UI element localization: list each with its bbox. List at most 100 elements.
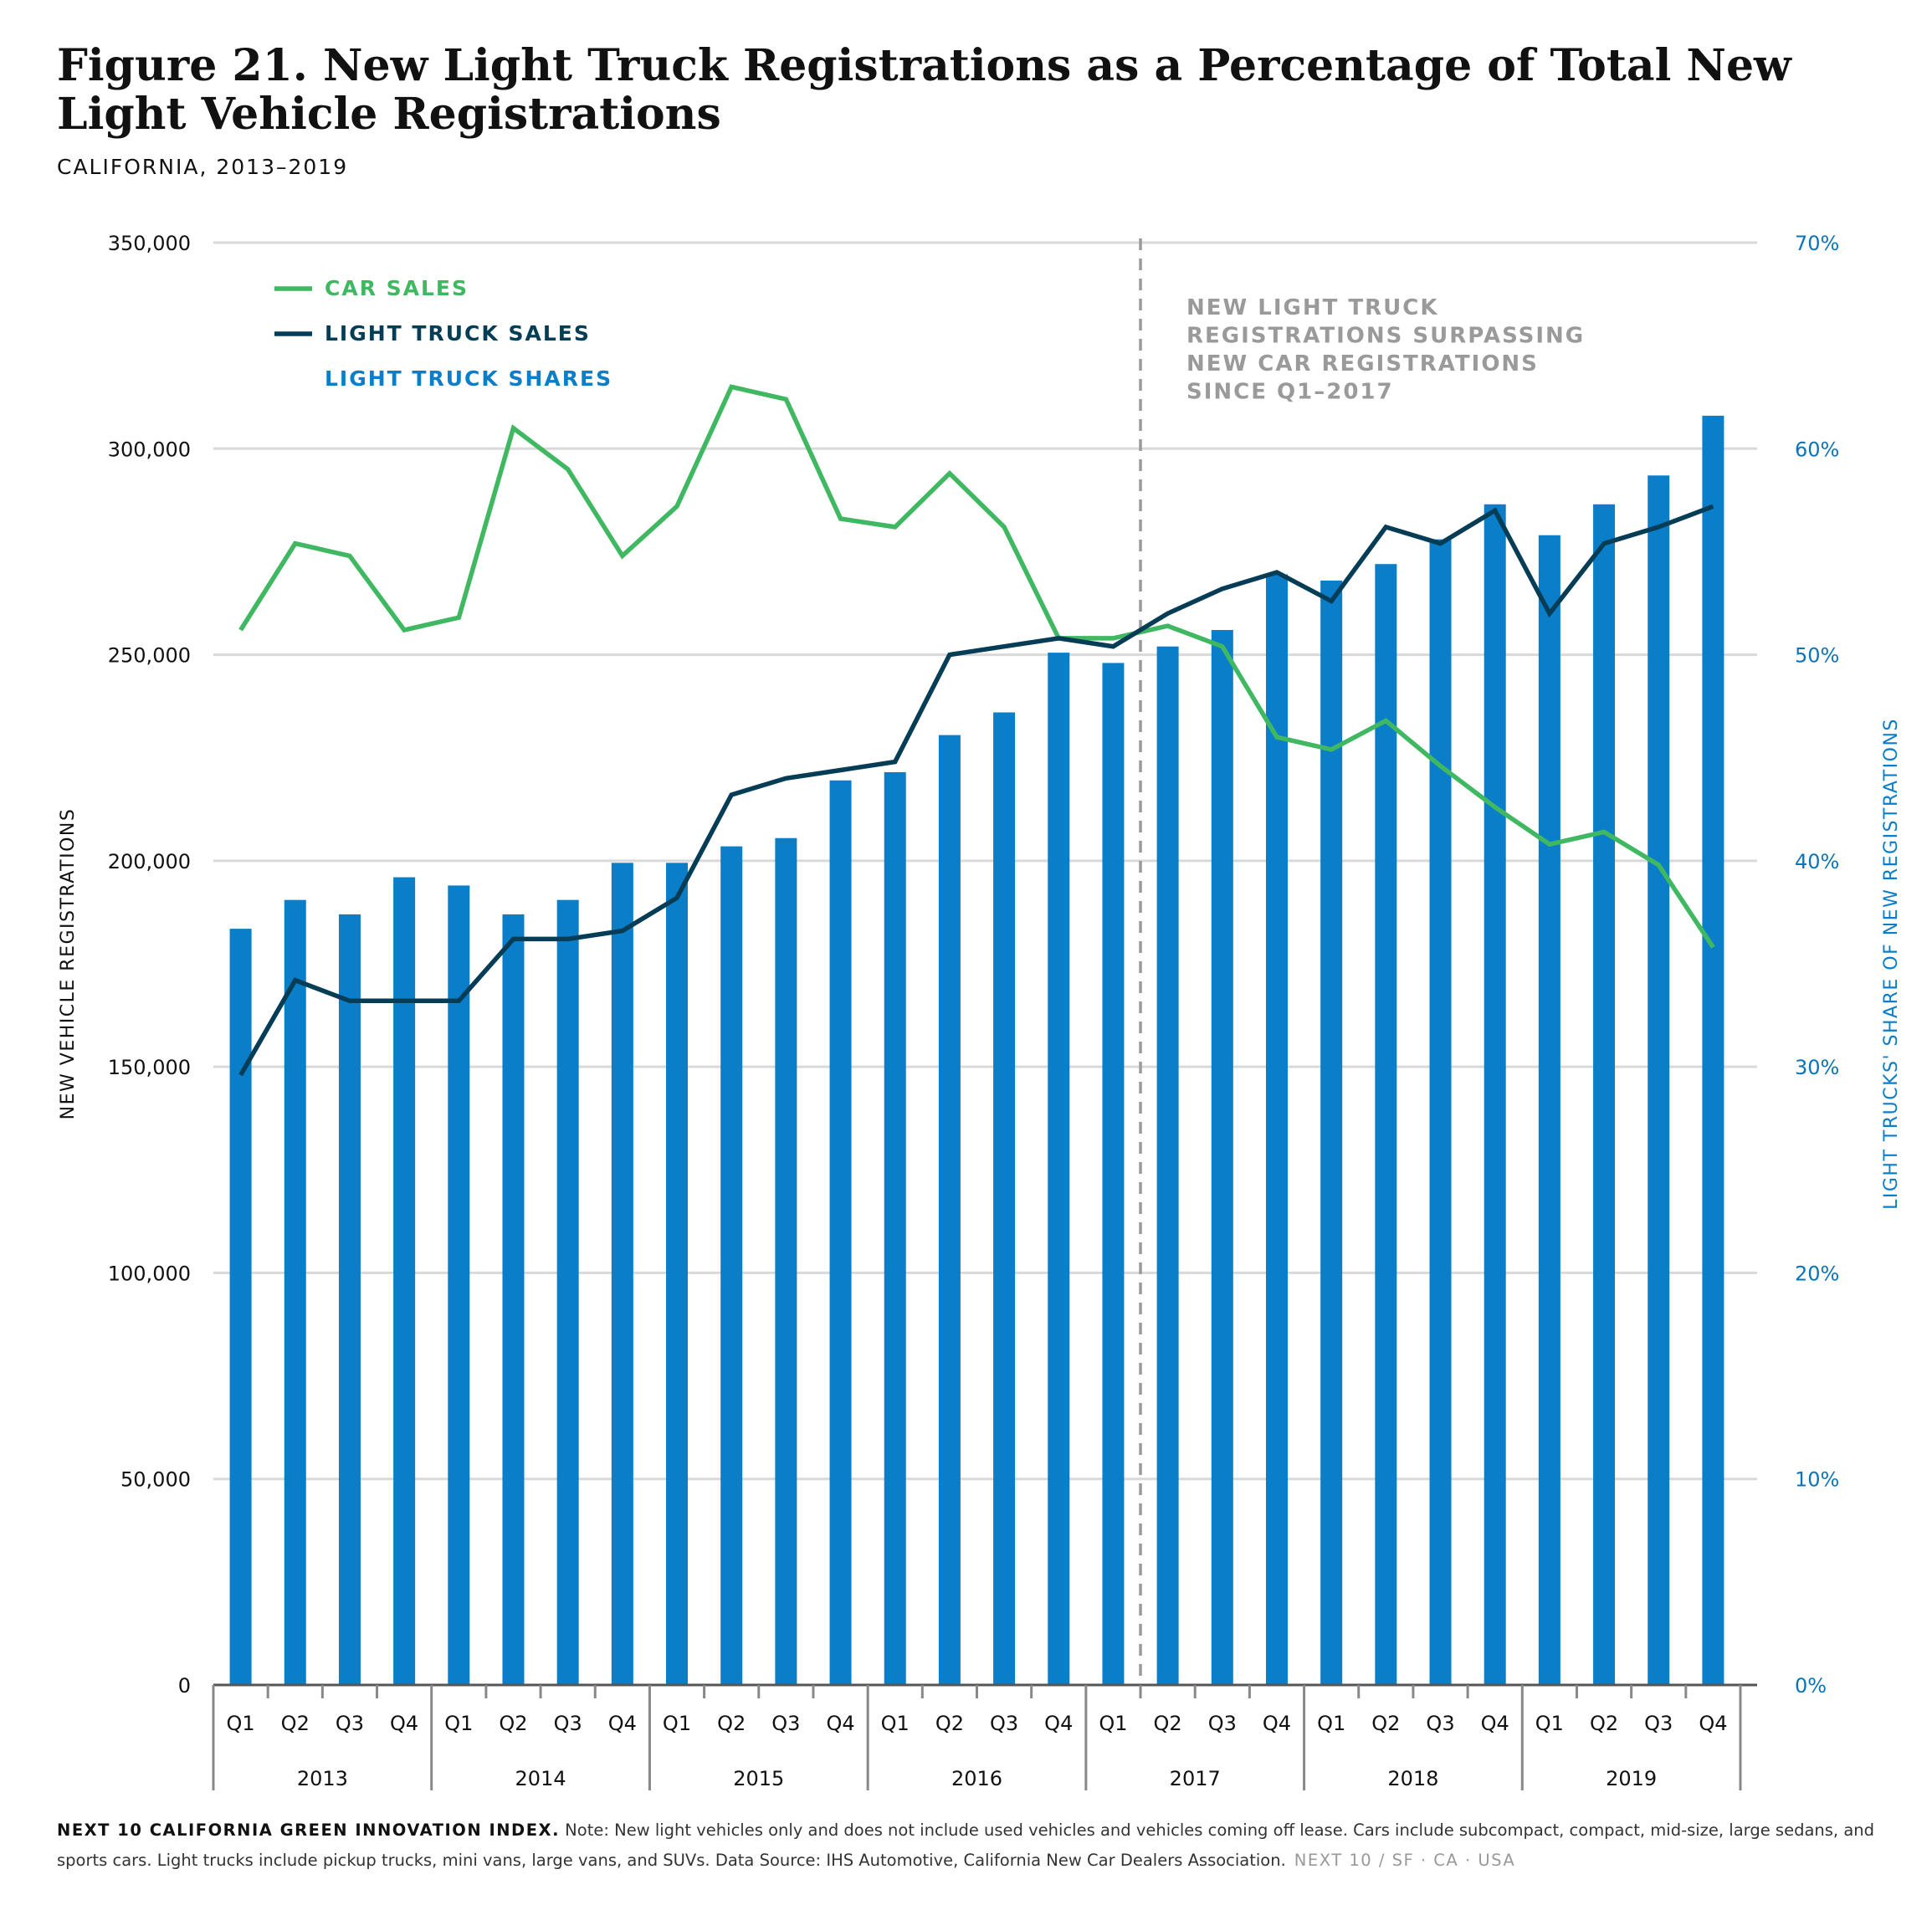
share-bar bbox=[1375, 564, 1397, 1685]
year-label: 2019 bbox=[1606, 1767, 1657, 1790]
y2-tick-label: 70% bbox=[1795, 232, 1839, 255]
share-bar bbox=[1648, 475, 1670, 1685]
annotation-line: NEW CAR REGISTRATIONS bbox=[1186, 351, 1539, 376]
share-bar bbox=[775, 837, 797, 1685]
share-bar bbox=[1102, 663, 1125, 1685]
quarter-label: Q1 bbox=[444, 1712, 473, 1735]
y2-tick-label: 0% bbox=[1795, 1674, 1827, 1698]
quarter-label: Q2 bbox=[717, 1712, 746, 1735]
quarter-label: Q2 bbox=[1590, 1712, 1618, 1735]
quarter-label: Q3 bbox=[1644, 1712, 1673, 1735]
year-label: 2016 bbox=[951, 1767, 1002, 1790]
annotation-line: NEW LIGHT TRUCK bbox=[1186, 295, 1438, 320]
share-bar bbox=[1320, 580, 1343, 1685]
y2-tick-label: 50% bbox=[1795, 644, 1839, 668]
quarter-label: Q2 bbox=[499, 1712, 527, 1735]
share-bar bbox=[393, 877, 416, 1685]
y2-axis-title: LIGHT TRUCKS' SHARE OF NEW REGISTRATIONS bbox=[1881, 718, 1902, 1210]
share-bar bbox=[938, 735, 961, 1686]
legend-truck-label: LIGHT TRUCK SALES bbox=[325, 321, 591, 346]
quarter-label: Q1 bbox=[227, 1712, 255, 1735]
y-tick-label: 0 bbox=[178, 1674, 191, 1698]
share-bar bbox=[448, 885, 470, 1685]
quarter-label: Q2 bbox=[281, 1712, 310, 1735]
share-bar bbox=[666, 863, 689, 1685]
year-label: 2013 bbox=[297, 1767, 348, 1790]
share-bar bbox=[229, 929, 252, 1685]
quarter-label: Q2 bbox=[935, 1712, 964, 1735]
quarter-label: Q3 bbox=[1426, 1712, 1454, 1735]
quarter-label: Q4 bbox=[1263, 1712, 1291, 1735]
share-bar bbox=[1593, 504, 1616, 1685]
annotation-line: REGISTRATIONS SURPASSING bbox=[1186, 324, 1585, 349]
quarter-label: Q4 bbox=[390, 1712, 418, 1735]
car-sales-line bbox=[238, 384, 1715, 949]
quarter-label: Q3 bbox=[336, 1712, 364, 1735]
share-bar bbox=[1211, 630, 1233, 1686]
share-bar bbox=[993, 712, 1016, 1685]
share-bar bbox=[884, 771, 906, 1685]
annotation-line: SINCE Q1–2017 bbox=[1186, 380, 1394, 405]
quarter-label: Q4 bbox=[1044, 1712, 1073, 1735]
quarter-label: Q2 bbox=[1154, 1712, 1182, 1735]
share-bar bbox=[1048, 653, 1070, 1685]
quarter-label: Q3 bbox=[771, 1712, 800, 1735]
y-tick-label: 300,000 bbox=[108, 438, 191, 461]
y2-tick-label: 10% bbox=[1795, 1468, 1839, 1492]
y2-tick-label: 40% bbox=[1795, 850, 1839, 873]
quarter-label: Q4 bbox=[1699, 1712, 1727, 1735]
quarter-label: Q4 bbox=[826, 1712, 854, 1735]
axes: 0 50,000 100,000 150,000 200,000 250,000 300,0… bbox=[58, 232, 1902, 1790]
y-tick-label: 100,000 bbox=[108, 1262, 191, 1285]
quarter-label: Q1 bbox=[1317, 1712, 1345, 1735]
y-tick-label: 250,000 bbox=[108, 644, 191, 668]
share-bar bbox=[502, 914, 525, 1685]
quarter-label: Q3 bbox=[554, 1712, 582, 1735]
gridlines bbox=[213, 241, 1757, 1481]
series-lines bbox=[238, 384, 1715, 1077]
y-tick-label: 200,000 bbox=[108, 850, 191, 873]
share-bar bbox=[338, 914, 361, 1685]
chart-title: Figure 21. New Light Truck Registrations… bbox=[57, 40, 1791, 140]
annotation: NEW LIGHT TRUCK REGISTRATIONS SURPASSINGN… bbox=[1186, 295, 1585, 405]
quarter-label: Q1 bbox=[1099, 1712, 1127, 1735]
share-bar bbox=[1702, 415, 1724, 1685]
quarter-label: Q4 bbox=[608, 1712, 637, 1735]
quarter-label: Q1 bbox=[1535, 1712, 1564, 1735]
quarter-label: Q3 bbox=[1208, 1712, 1237, 1735]
share-bar bbox=[611, 863, 633, 1685]
y-axis-title: NEW VEHICLE REGISTRATIONS bbox=[58, 808, 79, 1120]
quarter-label: Q4 bbox=[1481, 1712, 1509, 1735]
y-tick-label: 50,000 bbox=[120, 1468, 191, 1492]
truck-sales-line bbox=[238, 504, 1714, 1077]
share-bar bbox=[1156, 646, 1179, 1685]
share-bar bbox=[829, 780, 852, 1686]
quarter-label: Q1 bbox=[663, 1712, 691, 1735]
year-label: 2017 bbox=[1170, 1767, 1221, 1790]
y2-tick-label: 60% bbox=[1795, 438, 1839, 461]
y2-tick-label: 20% bbox=[1795, 1262, 1839, 1285]
chart-subtitle: CALIFORNIA, 2013–2019 bbox=[57, 155, 349, 179]
footer-text: Note: New light vehicles only and does n… bbox=[57, 1821, 1875, 1870]
footer-brand: NEXT 10 / SF · CA · USA bbox=[1294, 1851, 1516, 1870]
footer-note: NEXT 10 CALIFORNIA GREEN INNOVATION INDE… bbox=[57, 1815, 1881, 1876]
year-label: 2014 bbox=[515, 1767, 566, 1790]
share-bar bbox=[284, 899, 306, 1685]
legend-car-label: CAR SALES bbox=[325, 276, 469, 300]
share-bar bbox=[556, 899, 579, 1685]
legend-share-label: LIGHT TRUCK SHARES bbox=[325, 366, 612, 391]
year-label: 2015 bbox=[733, 1767, 784, 1790]
y2-tick-label: 30% bbox=[1795, 1056, 1839, 1079]
quarter-label: Q1 bbox=[881, 1712, 910, 1735]
share-bar bbox=[1429, 539, 1452, 1686]
share-bar bbox=[1265, 574, 1288, 1685]
legend: CAR SALES LIGHT TRUCK SALES LIGHT TRUCK SH… bbox=[274, 276, 612, 391]
share-bar bbox=[720, 846, 743, 1685]
quarter-label: Q3 bbox=[990, 1712, 1018, 1735]
footer-lead: NEXT 10 CALIFORNIA GREEN INNOVATION INDE… bbox=[57, 1821, 560, 1840]
y-tick-label: 150,000 bbox=[108, 1056, 191, 1079]
quarter-label: Q2 bbox=[1371, 1712, 1400, 1735]
year-label: 2018 bbox=[1387, 1767, 1438, 1790]
share-bar bbox=[1484, 504, 1506, 1685]
